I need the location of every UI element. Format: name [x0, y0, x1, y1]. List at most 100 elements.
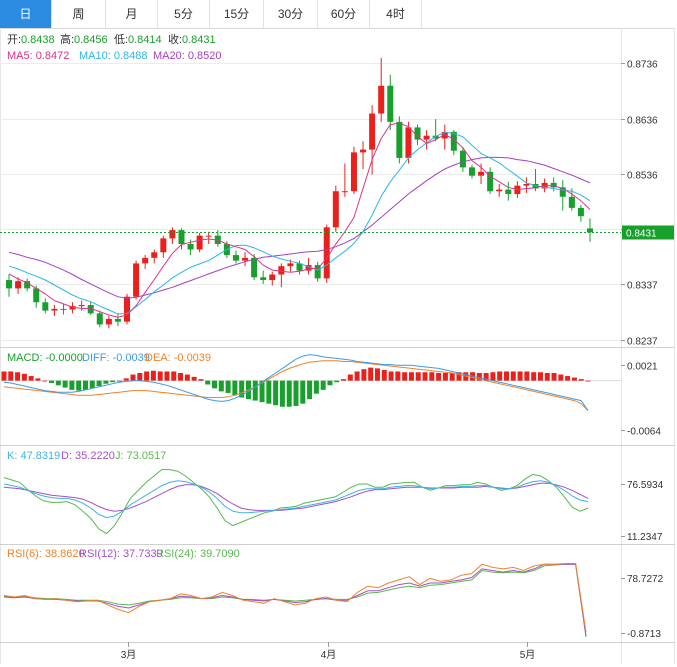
tab-5[interactable]: 30分: [264, 0, 318, 28]
macd-bar: [313, 380, 319, 394]
candle-body: [169, 230, 176, 239]
kdj-axis: 76.5934 11.2347: [621, 480, 664, 543]
j-label: J: 73.0517: [115, 450, 166, 462]
candle-body: [550, 182, 557, 188]
candle: [251, 253, 258, 281]
date-tick-label: 5月: [520, 649, 536, 661]
candle: [487, 167, 494, 195]
macd-tick-label: -0.0064: [627, 427, 661, 438]
candle-body: [523, 184, 530, 186]
macd-bar: [96, 380, 102, 387]
candle: [341, 163, 348, 197]
k-line: [3, 480, 589, 519]
candle-body: [60, 308, 67, 310]
macd-bar: [184, 374, 190, 381]
candle: [269, 271, 276, 286]
candle: [378, 58, 385, 122]
candle: [450, 130, 457, 156]
macd-bar: [374, 368, 380, 381]
date-tick-label: 3月: [121, 649, 137, 661]
rsi-legend: RSI(6): 38.8620 RSI(12): 37.7339 RSI(24)…: [7, 548, 240, 560]
kdj-legend: K: 47.8319 D: 35.2220 J: 73.0517: [7, 450, 166, 462]
price-tick-label: 0.8337: [627, 281, 658, 292]
candlestick-series: [6, 58, 593, 329]
candle: [396, 116, 403, 164]
tab-1[interactable]: 周: [52, 0, 106, 28]
candle: [169, 227, 176, 244]
moving-average-lines: [8, 122, 591, 318]
ma10-line: [8, 131, 591, 315]
macd-bar: [537, 372, 543, 381]
macd-bar: [442, 373, 448, 381]
macd-bar: [531, 372, 537, 381]
candle: [60, 303, 67, 315]
last-price-box: [622, 225, 674, 240]
macd-bar: [76, 380, 82, 391]
ma5-line: [8, 122, 591, 318]
macd-bar: [62, 380, 68, 388]
candle-body: [360, 149, 367, 153]
candle-body: [369, 113, 376, 150]
macd-bar: [110, 380, 116, 383]
macd-bar: [35, 378, 41, 381]
candle-body: [305, 265, 312, 271]
rsi6-line: [3, 563, 587, 633]
period-tabs: 日周月 5分 15分 30分 60分 4时: [0, 0, 675, 29]
rsi-lines: [3, 563, 587, 637]
candle: [178, 228, 185, 250]
candle-body: [478, 171, 485, 176]
candle: [568, 188, 575, 211]
candle-body: [323, 227, 330, 279]
macd-bar: [123, 378, 129, 381]
tab-6[interactable]: 60分: [318, 0, 370, 28]
candle-body: [378, 85, 385, 114]
macd-bar: [327, 380, 333, 386]
macd-bar: [137, 373, 143, 381]
macd-bar: [266, 380, 272, 404]
candle: [133, 260, 140, 300]
macd-bar: [517, 371, 523, 381]
candle-body: [187, 243, 194, 250]
candle: [124, 293, 131, 325]
candle-body: [287, 263, 294, 267]
d-label: D: 35.2220: [61, 450, 115, 462]
macd-bar: [368, 367, 374, 381]
candle-body: [487, 171, 494, 192]
tab-4[interactable]: 15分: [210, 0, 264, 28]
candle-body: [332, 191, 339, 228]
macd-bar: [191, 376, 197, 381]
candle-body: [24, 281, 31, 289]
candle: [332, 185, 339, 232]
tab-7[interactable]: 4时: [370, 0, 422, 28]
candle: [314, 261, 321, 282]
open-label: 开:: [7, 34, 21, 46]
candle: [242, 252, 249, 267]
candle: [205, 231, 212, 244]
candle-body: [341, 191, 348, 193]
tab-0[interactable]: 日: [0, 0, 52, 28]
candle: [360, 141, 367, 170]
candle-body: [6, 280, 12, 289]
candle: [505, 181, 512, 201]
macd-bar: [42, 380, 48, 382]
tab-3[interactable]: 5分: [158, 0, 210, 28]
candle-body: [51, 308, 58, 311]
grid: [0, 28, 675, 664]
candle-body: [15, 281, 22, 289]
kdj-tick-label: 11.2347: [627, 532, 663, 543]
macd-bar: [116, 380, 122, 382]
macd-bar: [49, 380, 55, 383]
candle-body: [505, 189, 512, 195]
candle: [6, 274, 12, 297]
rsi-axis: 78.7272 -0.8713: [621, 574, 664, 640]
ma10-label: MA10: 0.8488: [79, 50, 148, 62]
high-value: 0.8456: [74, 34, 108, 46]
macd-bar: [402, 372, 408, 381]
macd-bar: [395, 371, 401, 381]
candle-body: [414, 127, 421, 140]
candle-body: [142, 257, 149, 264]
tab-2[interactable]: 月: [106, 0, 158, 28]
candle: [523, 177, 530, 193]
